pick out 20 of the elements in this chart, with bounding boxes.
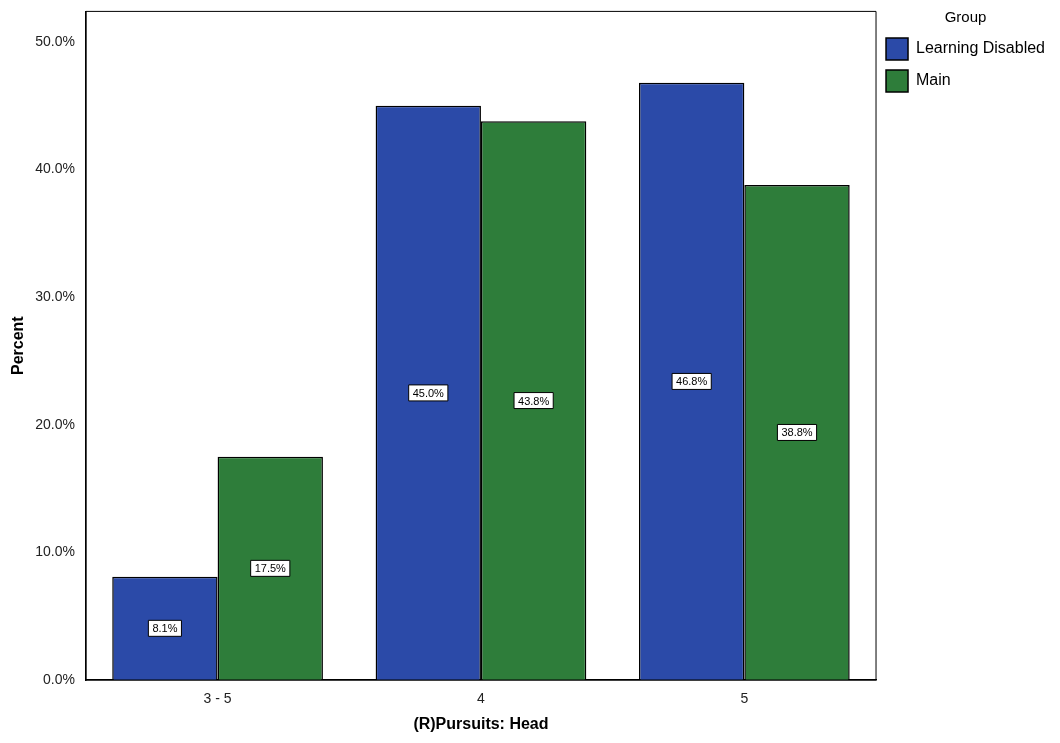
y-axis-title: Percent [9,315,27,376]
data-label: 38.8% [781,426,813,439]
y-tick-label: 50.0% [35,32,75,49]
data-label: 8.1% [152,622,178,635]
y-tick-label: 10.0% [35,543,75,560]
x-axis-title: (R)Pursuits: Head [413,714,549,732]
y-tick-label: 30.0% [35,288,75,305]
data-label: 46.8% [676,375,708,388]
x-tick-label: 4 [477,690,486,707]
legend-title: Group [944,7,987,25]
x-tick-label: 3 - 5 [203,690,232,707]
data-label: 17.5% [254,562,287,575]
legend-label: Main [916,71,951,89]
y-tick-label: 0.0% [42,670,75,687]
data-label: 43.8% [518,394,550,407]
y-tick-label: 40.0% [35,160,75,177]
y-tick-label: 20.0% [35,415,75,432]
legend-label: Learning Disabled [916,39,1046,57]
x-tick-label: 5 [740,690,749,707]
data-label: 45.0% [412,386,445,399]
